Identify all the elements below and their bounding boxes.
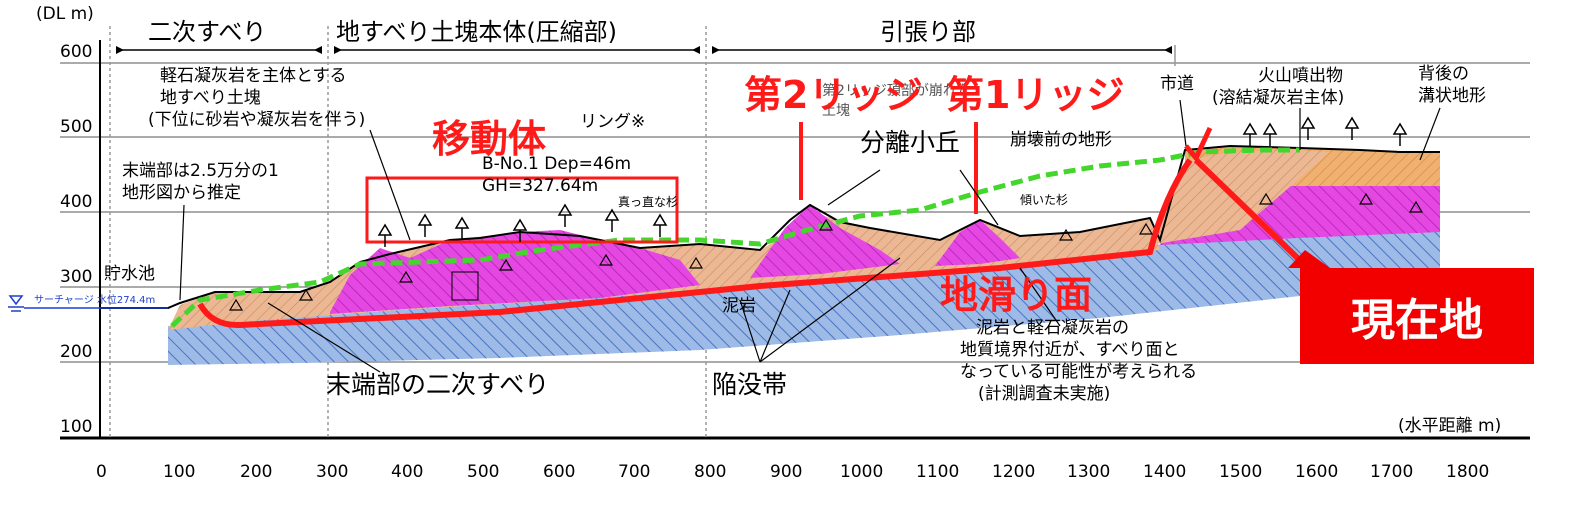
x-tick-1700: 1700: [1370, 462, 1414, 482]
x-tick-1800: 1800: [1446, 462, 1490, 482]
back-trench-line1: 背後の: [1418, 64, 1469, 84]
toe-note-line1: 末端部は2.5万分の1: [122, 161, 279, 181]
section-tension: 引張り部: [880, 18, 976, 46]
mudstone-layer: [168, 230, 1440, 365]
fill-bank: [1150, 150, 1330, 245]
separated-hill-label: 分離小丘: [860, 128, 961, 157]
moving-body-label: 移動体: [432, 117, 547, 161]
leader-lines: [179, 99, 1441, 373]
boring-label: リング※: [580, 112, 646, 132]
slip-surface-line: [197, 158, 1193, 329]
reservoir-label: 貯水池: [104, 264, 155, 284]
x-tick-100: 100: [163, 462, 196, 482]
x-axis-unit: (水平距離 m): [1398, 416, 1502, 436]
volcanic-label-line2: (溶結凝灰岩主体): [1212, 88, 1345, 108]
boundary-note-line2: 地質境界付近が、すべり面と: [960, 340, 1180, 360]
x-tick-1400: 1400: [1143, 462, 1187, 482]
section-main-body: 地すべり土塊本体(圧縮部): [336, 18, 618, 46]
boring-box: [451, 271, 479, 301]
pre-collapse-topography: [170, 147, 1300, 328]
x-tick-0: 0: [96, 462, 107, 482]
x-tick-700: 700: [618, 462, 651, 482]
y-axis-unit: (DL m): [36, 4, 94, 24]
pumice-ridge-2: [750, 205, 900, 278]
volcanic-label-line1: 火山噴出物: [1258, 66, 1343, 86]
x-tick-800: 800: [694, 462, 727, 482]
x-tick-200: 200: [240, 462, 273, 482]
boring-depth: B-No.1 Dep=46m: [482, 154, 632, 174]
boundary-note-line1: 泥岩と軽石凝灰岩の: [976, 318, 1129, 338]
y-tick-100: 100: [60, 417, 93, 437]
pumice-note-line1: 軽石凝灰岩を主体とする: [160, 66, 347, 86]
ridge2-collapse-note: 第2リッジ頂部が崩れた: [822, 83, 971, 99]
x-tick-900: 900: [770, 462, 803, 482]
y-tick-200: 200: [60, 342, 93, 362]
x-tick-1500: 1500: [1219, 462, 1263, 482]
pre-collapse-label: 崩壊前の地形: [1010, 130, 1112, 150]
y-tick-300: 300: [60, 267, 93, 287]
pumice-ridge-1: [935, 220, 1020, 266]
current-location-arrow: [1193, 157, 1315, 275]
rock-symbols: [228, 192, 1424, 311]
back-trench-line2: 溝状地形: [1418, 86, 1486, 106]
current-location-badge: 現在地: [1300, 268, 1534, 364]
mudstone-label: 泥岩: [722, 296, 756, 316]
x-tick-1200: 1200: [992, 462, 1036, 482]
y-tick-500: 500: [60, 117, 93, 137]
x-tick-1100: 1100: [916, 462, 960, 482]
toe-note-line2: 地形図から推定: [122, 183, 241, 203]
tree-symbols: [377, 116, 1408, 247]
depression-zone-label: 陥没帯: [712, 370, 788, 399]
x-tick-500: 500: [467, 462, 500, 482]
surcharge-level-label: サーチャージ 水位274.4m: [34, 295, 156, 306]
pumice-note-line3: (下位に砂岩や凝灰岩を伴う): [148, 110, 366, 130]
road-checkmark: [1184, 126, 1213, 163]
ridge2-label: 第2リッジ: [744, 73, 923, 117]
x-tick-1000: 1000: [840, 462, 884, 482]
x-tick-1600: 1600: [1295, 462, 1339, 482]
slip-surface-label: 地滑り面: [940, 273, 1093, 317]
city-road-label: 市道: [1160, 74, 1194, 94]
x-tick-400: 400: [391, 462, 424, 482]
toe-secondary-slide-label: 末端部の二次すべり: [326, 370, 550, 399]
tilted-cedar-label: 傾いた杉: [1020, 193, 1069, 207]
x-tick-1300: 1300: [1067, 462, 1111, 482]
boundary-note-line4: (計測調査未実施): [978, 384, 1111, 404]
straight-cedar-label: 真っ直な杉: [618, 195, 679, 209]
pointer-triangle: [1288, 250, 1330, 268]
y-tick-400: 400: [60, 192, 93, 212]
boundary-note-line3: なっている可能性が考えられる: [960, 362, 1198, 382]
ridge2-collapse-note2: 土塊: [822, 103, 850, 119]
arrow-heads: [116, 46, 1172, 54]
y-tick-600: 600: [60, 42, 93, 62]
boring-gh: GH=327.64m: [482, 176, 599, 196]
x-tick-600: 600: [543, 462, 576, 482]
pumice-note-line2: 地すべり土塊: [160, 88, 261, 108]
water-level-symbol: [8, 295, 168, 312]
x-tick-300: 300: [316, 462, 349, 482]
moving-body-box: [365, 176, 679, 244]
ground-surface: [100, 144, 1440, 309]
pumice-ridge-left: [330, 230, 700, 314]
section-secondary-slide: 二次すべり: [148, 18, 267, 46]
ridge1-label: 第1リッジ: [946, 73, 1125, 117]
section-arrows: [109, 26, 1176, 440]
